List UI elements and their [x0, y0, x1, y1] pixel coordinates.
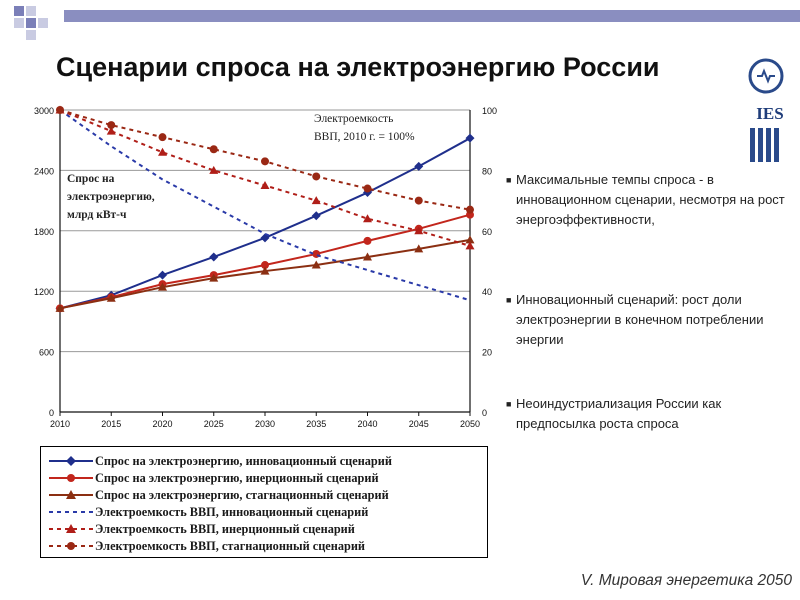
- data-point: [312, 172, 321, 181]
- legend-item: Электроемкость ВВП, инновационный сценар…: [41, 504, 489, 520]
- y-left-tick-label: 600: [39, 348, 54, 358]
- data-point: [261, 157, 269, 166]
- x-tick-label: 2010: [50, 419, 70, 429]
- data-point: [311, 260, 321, 269]
- data-point: [209, 252, 219, 262]
- data-point: [158, 133, 167, 142]
- data-point: [158, 270, 167, 280]
- data-point: [363, 214, 372, 223]
- y-left-tick-label: 3000: [34, 106, 54, 116]
- decor-square: [14, 18, 24, 28]
- y-right-tick-label: 100: [482, 106, 497, 116]
- data-point: [260, 266, 270, 275]
- y-right-tick-label: 0: [482, 408, 487, 418]
- title-bar-decoration: [0, 0, 800, 50]
- data-point: [363, 252, 372, 261]
- data-point: [414, 161, 424, 171]
- legend-item: Электроемкость ВВП, стагнационный сценар…: [41, 538, 489, 554]
- x-tick-label: 2025: [204, 419, 224, 429]
- data-point: [106, 293, 116, 302]
- title-bar-strip: [64, 10, 800, 22]
- legend-item: Спрос на электроэнергию, инерционный сце…: [41, 470, 489, 486]
- data-point: [158, 282, 167, 291]
- decor-square: [26, 6, 36, 16]
- legend-label: Спрос на электроэнергию, инновационный с…: [95, 454, 392, 468]
- bullet-item: ■ Неоиндустриализация России как предпос…: [506, 394, 796, 434]
- decor-square: [38, 18, 48, 28]
- data-point: [209, 165, 219, 174]
- ies-logo: [740, 56, 794, 166]
- x-tick-label: 2035: [306, 419, 326, 429]
- legend-label: Спрос на электроэнергию, инерционный сце…: [95, 471, 379, 485]
- series-line-3: [59, 109, 471, 302]
- data-point: [260, 181, 270, 189]
- slide-footer: V. Мировая энергетика 2050: [580, 572, 792, 589]
- legend-item: Спрос на электроэнергию, инновационный с…: [41, 453, 489, 469]
- bullet-marker: ■: [506, 399, 512, 409]
- x-tick-label: 2015: [101, 419, 121, 429]
- data-point: [414, 196, 423, 205]
- x-tick-label: 2050: [460, 419, 480, 429]
- data-point: [465, 241, 475, 250]
- data-point: [209, 273, 219, 282]
- decor-square: [26, 18, 36, 28]
- data-point: [56, 106, 64, 114]
- legend-item: Электроемкость ВВП, инерционный сценарий: [41, 521, 489, 537]
- data-point: [158, 147, 167, 156]
- data-point: [55, 303, 65, 312]
- legend-label: Электроемкость ВВП, инерционный сценарий: [95, 522, 355, 536]
- legend-label: Электроемкость ВВП, инновационный сценар…: [95, 505, 369, 519]
- x-tick-label: 2040: [357, 419, 377, 429]
- data-point: [311, 196, 321, 205]
- y-right-tick-label: 20: [482, 348, 492, 358]
- y-right-tick-label: 40: [482, 287, 492, 297]
- y-left-tick-label: 1800: [34, 227, 54, 237]
- y-right-tick-label: 80: [482, 166, 492, 176]
- bullet-item: ■ Максимальные темпы спроса - в инноваци…: [506, 170, 796, 230]
- data-point: [466, 205, 474, 214]
- slide-title: Сценарии спроса на электроэнергию России: [56, 52, 660, 82]
- series-layer: [55, 105, 475, 313]
- data-point: [465, 133, 475, 143]
- legend-label: Спрос на электроэнергию, стагнационный с…: [95, 488, 389, 502]
- data-point: [465, 235, 475, 244]
- x-tick-label: 2020: [152, 419, 172, 429]
- data-point: [209, 145, 218, 154]
- data-point: [261, 261, 269, 270]
- bullet-marker: ■: [506, 295, 512, 305]
- data-point: [363, 184, 372, 193]
- legend-label: Электроемкость ВВП, стагнационный сценар…: [95, 539, 366, 553]
- y-left-tick-label: 2400: [34, 166, 54, 176]
- logo-text: IES: [756, 104, 784, 123]
- x-tick-label: 2030: [255, 419, 275, 429]
- bullet-text: Инновационный сценарий: рост доли электр…: [516, 292, 764, 347]
- data-point: [363, 188, 372, 198]
- right-axis-annotation: Электроемкость ВВП, 2010 г. = 100%: [314, 113, 415, 143]
- bullet-item: ■ Инновационный сценарий: рост доли элек…: [506, 290, 796, 350]
- decor-square: [14, 6, 24, 16]
- data-point: [414, 244, 424, 253]
- grid-layer: [60, 109, 470, 353]
- left-axis-annotation: Спрос на электроэнергию, млрд кВт-ч: [67, 173, 158, 221]
- decor-square: [26, 30, 36, 40]
- y-right-tick-label: 60: [482, 227, 492, 237]
- x-tick-label: 2045: [409, 419, 429, 429]
- y-left-tick-label: 1200: [34, 287, 54, 297]
- bullet-marker: ■: [506, 175, 512, 185]
- y-left-tick-label: 0: [49, 408, 54, 418]
- data-point: [107, 121, 116, 130]
- data-point: [311, 211, 321, 221]
- bullet-text: Максимальные темпы спроса - в инновацион…: [516, 172, 785, 227]
- data-point: [363, 236, 372, 245]
- data-point: [106, 126, 116, 135]
- bullet-text: Неоиндустриализация России как предпосыл…: [516, 396, 722, 431]
- chart-legend: Спрос на электроэнергию, инновационный с…: [40, 446, 488, 558]
- data-point: [414, 226, 424, 235]
- legend-item: Спрос на электроэнергию, стагнационный с…: [41, 487, 489, 503]
